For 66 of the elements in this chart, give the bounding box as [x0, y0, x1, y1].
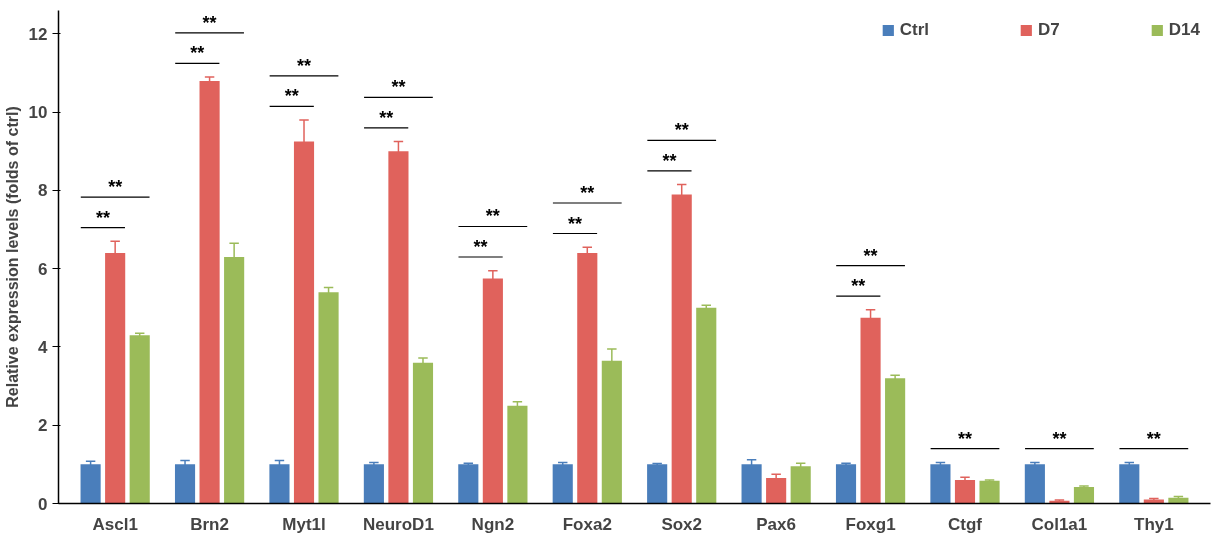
bar [1119, 464, 1140, 504]
bar [199, 80, 220, 504]
bar [174, 464, 196, 504]
annotation: ** [957, 428, 972, 449]
annotation: ** [190, 43, 205, 64]
x-tick-label: Ctgf [948, 514, 983, 534]
bar [318, 292, 339, 504]
x-tick-label: Pax6 [756, 514, 796, 534]
bar [979, 480, 1000, 504]
bar [885, 378, 906, 504]
y-tick-label: 6 [38, 259, 48, 279]
annotation: ** [662, 150, 677, 171]
legend-label: D7 [1038, 20, 1060, 40]
bar [696, 307, 717, 504]
annotation: ** [297, 55, 312, 76]
x-tick-label: Thy1 [1134, 514, 1174, 534]
x-tick-label: Ascl1 [92, 514, 138, 534]
annotation: ** [473, 237, 488, 257]
bar [954, 480, 976, 504]
y-tick-label: 2 [38, 416, 48, 436]
annotation: ** [580, 183, 595, 203]
y-tick-label: 4 [38, 337, 49, 357]
bar [412, 362, 434, 504]
y-tick-label: 10 [28, 103, 48, 123]
y-tick-label: 0 [38, 494, 48, 514]
annotation: ** [851, 276, 866, 297]
annotation: ** [284, 86, 299, 107]
annotation: ** [379, 107, 394, 128]
x-tick-label: Brn2 [190, 514, 229, 534]
bar [269, 464, 290, 504]
annotation: ** [1146, 428, 1161, 449]
bar [552, 464, 573, 504]
annotation: ** [863, 245, 878, 266]
x-tick-label: Myt1l [282, 514, 326, 534]
bar [835, 464, 857, 504]
y-axis-title: Relative expression levels (folds of ctrl) [3, 106, 21, 408]
annotation: ** [95, 207, 110, 228]
bar [80, 464, 101, 504]
bar [930, 464, 951, 504]
x-tick-label: Foxg1 [845, 514, 896, 534]
x-tick-label: Sox2 [661, 514, 703, 534]
annotation: ** [391, 77, 406, 98]
bar [458, 464, 479, 504]
bar [766, 478, 787, 504]
legend-label: Ctrl [899, 20, 930, 40]
legend-label: D14 [1168, 20, 1200, 40]
bar [363, 464, 384, 504]
bar [1024, 464, 1045, 504]
y-tick-label: 12 [28, 24, 48, 44]
annotation: ** [202, 12, 217, 33]
bar [1073, 487, 1095, 504]
bar [647, 464, 668, 504]
bar [741, 464, 762, 504]
x-tick-label: Col1a1 [1031, 514, 1088, 534]
y-tick-label: 8 [38, 181, 48, 201]
x-tick-label: NeuroD1 [363, 514, 434, 534]
bar [129, 335, 150, 504]
bar [790, 466, 811, 504]
annotation: ** [485, 206, 500, 227]
annotation: ** [1052, 428, 1067, 449]
x-tick-label: Foxa2 [562, 514, 612, 534]
bar [507, 405, 528, 504]
annotation: ** [568, 213, 583, 234]
annotation: ** [108, 177, 123, 198]
x-tick-label: Ngn2 [471, 514, 515, 534]
annotation: ** [674, 120, 689, 141]
